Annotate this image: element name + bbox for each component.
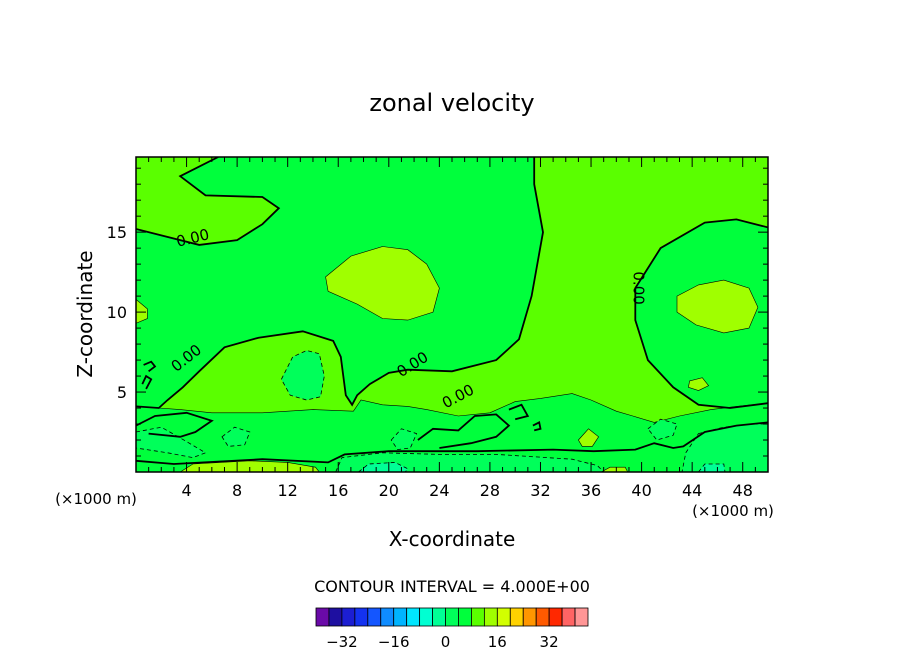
colorbar-swatch (315, 607, 330, 627)
contour-region-cyan-patch-0 (390, 428, 418, 451)
colorbar-swatch (393, 607, 408, 627)
colorbar-swatch (471, 607, 485, 627)
zero-contour-dip (417, 413, 511, 449)
colorbar-swatch (561, 607, 576, 627)
y-axis-label: Z-coordinate (73, 250, 97, 377)
zero-contour-main (136, 157, 544, 409)
y-tick-label: 15 (107, 223, 127, 242)
contour-region-green-right-12 (676, 279, 759, 334)
contour-region-deep-cyan-bottom--4 (357, 461, 409, 472)
contour-fill-layer (136, 157, 768, 472)
chart-title: zonal velocity (369, 89, 534, 117)
contour-region-cyan-mid-0 (221, 426, 251, 447)
x-tick-label: 8 (232, 481, 242, 500)
colorbar-tick-label: −32 (326, 633, 358, 651)
colorbar-swatch (445, 607, 459, 627)
colorbar-swatch (341, 607, 356, 627)
colorbar: −32 −16 0 16 32 (315, 607, 589, 651)
colorbar-swatch (367, 607, 382, 627)
colorbar-swatch (328, 607, 343, 627)
zero-contour-loop-2 (141, 374, 153, 390)
x-tick-label: 24 (429, 481, 449, 500)
colorbar-swatch (574, 607, 589, 627)
contour-line-layer (136, 157, 768, 465)
colorbar-tick-label: −16 (378, 633, 410, 651)
y-tick-label: 5 (117, 383, 127, 402)
x-tick-label: 12 (278, 481, 298, 500)
x-tick-label: 44 (682, 481, 702, 500)
zero-contour-bottom (136, 411, 214, 438)
colorbar-swatch (419, 607, 433, 627)
colorbar-tick-label: 0 (441, 633, 451, 651)
x-tick-label: 32 (530, 481, 550, 500)
contour-region-green-small-right-12 (688, 377, 710, 391)
colorbar-swatch (380, 607, 395, 627)
contour-region-green-left-edge-12 (136, 298, 148, 324)
colorbar-swatch (522, 607, 537, 627)
contour-interval-text: CONTOUR INTERVAL = 4.000E+00 (314, 577, 590, 596)
zero-contour-lower (136, 421, 768, 465)
colorbar-swatch (496, 607, 511, 627)
contour-region-bottom-band (136, 393, 768, 472)
x-tick-label: 28 (480, 481, 500, 500)
zero-contour-right (634, 218, 768, 409)
x-tick-label: 40 (631, 481, 651, 500)
colorbar-swatch (406, 607, 421, 627)
contour-label: 0.00 (629, 271, 647, 304)
contour-region-cyan-right-0 (647, 418, 678, 441)
zero-contour-loop-3 (508, 403, 530, 421)
zero-contour-loop-1 (143, 360, 157, 373)
colorbar-tick-label: 32 (540, 633, 559, 651)
contour-region-cyan-blob-0 (280, 350, 325, 401)
colorbar-swatch (432, 607, 446, 627)
x-tick-label: 48 (733, 481, 753, 500)
zero-contour-loop-4 (532, 421, 542, 432)
colorbar-swatch (458, 607, 472, 627)
colorbar-swatch (509, 607, 524, 627)
colorbar-tick-label: 16 (488, 633, 507, 651)
colorbar-swatch (535, 607, 550, 627)
x-tick-label: 36 (581, 481, 601, 500)
x-unit-left: (×1000 m) (55, 490, 137, 508)
contour-region-light-green-patch-12 (578, 428, 600, 447)
x-tick-label: 4 (181, 481, 191, 500)
contour-region-green-core-12 (325, 246, 440, 321)
colorbar-swatch (548, 607, 563, 627)
y-tick-label: 10 (107, 303, 127, 322)
colorbar-swatch (354, 607, 369, 627)
colorbar-swatch (483, 607, 498, 627)
x-tick-label: 20 (379, 481, 399, 500)
x-axis-label: X-coordinate (389, 527, 516, 551)
contour-region-light-green-patch2-12 (601, 466, 629, 472)
x-unit-right: (×1000 m) (692, 502, 774, 520)
zero-contour-upper-left (136, 157, 281, 246)
x-tick-label: 16 (328, 481, 348, 500)
